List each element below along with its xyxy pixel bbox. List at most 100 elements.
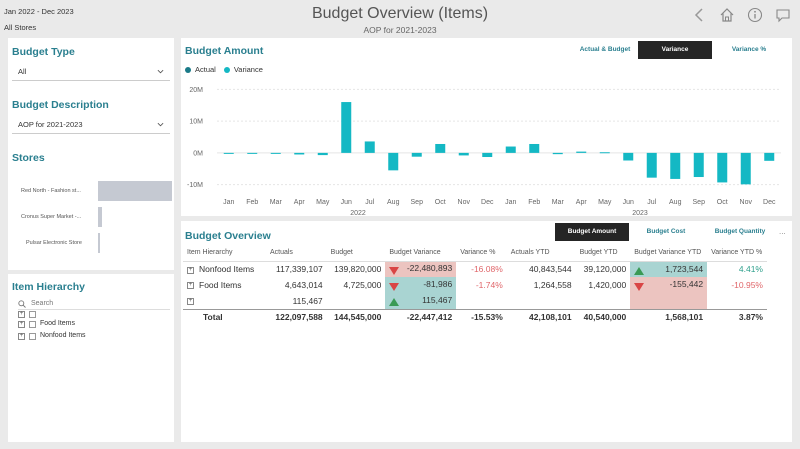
store-bar-row[interactable]: Pulsar Electronic Store: [8, 232, 174, 254]
variance-bar[interactable]: [670, 152, 681, 179]
budget-overview-panel: Budget Overview Budget Amount Budget Cos…: [181, 221, 792, 442]
tab-budget-cost[interactable]: Budget Cost: [646, 228, 686, 235]
x-tick-label: Mar: [270, 199, 283, 206]
more-options-icon[interactable]: ...: [779, 227, 786, 236]
store-bar[interactable]: [98, 233, 100, 253]
variance-bar[interactable]: [482, 152, 493, 158]
tab-variance[interactable]: Variance: [638, 41, 712, 59]
column-header[interactable]: Budget YTD: [575, 245, 631, 262]
tab-budget-amount[interactable]: Budget Amount: [555, 223, 629, 241]
cell-budget-ytd: [576, 293, 631, 309]
column-header[interactable]: Actuals YTD: [506, 245, 576, 262]
column-header[interactable]: Actuals: [265, 245, 327, 262]
search-box[interactable]: Search: [18, 298, 170, 310]
variance-bar[interactable]: [364, 141, 375, 153]
budget-description-dropdown[interactable]: AOP for 2021-2023: [12, 116, 170, 134]
stores-panel: Stores Red North - Fashion st... Cronus …: [8, 146, 174, 270]
x-tick-label: Nov: [458, 199, 471, 206]
checkbox[interactable]: [29, 311, 36, 318]
variance-bar[interactable]: [317, 152, 328, 156]
expand-icon[interactable]: +: [18, 311, 25, 318]
cell-variance: -81,986: [385, 277, 457, 293]
cell-actuals-ytd: 1,264,558: [533, 280, 572, 290]
cell-variance-value: 115,467: [422, 295, 453, 306]
comment-icon[interactable]: [774, 6, 792, 24]
variance-bar[interactable]: [529, 143, 540, 153]
cell-variance-ytd-pct: [707, 293, 767, 309]
home-icon[interactable]: [718, 6, 736, 24]
variance-bar[interactable]: [693, 152, 704, 178]
store-bar[interactable]: [98, 181, 172, 201]
cell-actuals: 4,643,014: [284, 280, 323, 290]
variance-bar[interactable]: [623, 152, 634, 161]
x-tick-label: Jan: [223, 199, 234, 206]
x-tick-label: Dec: [481, 199, 494, 206]
column-header[interactable]: Variance %: [456, 245, 507, 262]
variance-bar[interactable]: [764, 152, 775, 161]
variance-bar[interactable]: [270, 152, 281, 154]
column-header[interactable]: Budget: [326, 245, 386, 262]
back-arrow-icon[interactable]: [690, 6, 708, 24]
x-tick-label: May: [316, 199, 330, 206]
x-tick-label: Jun: [341, 199, 352, 206]
total-variance-ytd-pct: 3.87%: [707, 308, 767, 325]
info-icon[interactable]: [746, 6, 764, 24]
legend-variance-dot: [223, 66, 230, 73]
item-hierarchy-panel: Item Hierarchy Search + + Food Items + N…: [8, 274, 174, 442]
variance-bar[interactable]: [740, 152, 751, 185]
checkbox[interactable]: [29, 320, 36, 328]
variance-bar[interactable]: [294, 152, 305, 155]
item-hierarchy-label: Item Hierarchy: [12, 281, 85, 293]
variance-bar[interactable]: [576, 151, 587, 153]
column-header[interactable]: Budget Variance: [385, 245, 457, 262]
tree-item[interactable]: + Nonfood Items: [18, 330, 86, 342]
search-input[interactable]: Search: [31, 300, 54, 307]
x-tick-label: Jul: [365, 199, 374, 206]
y-tick-label: 0M: [193, 150, 203, 157]
store-bar-row[interactable]: Red North - Fashion st...: [8, 180, 174, 202]
tree-item[interactable]: +: [18, 311, 86, 318]
tab-budget-quantity[interactable]: Budget Quantity: [714, 228, 766, 235]
table-row[interactable]: + 115,467 115,467: [183, 293, 767, 309]
column-header[interactable]: Variance YTD %: [707, 245, 767, 262]
row-item: Nonfood Items: [199, 264, 255, 275]
variance-bar[interactable]: [411, 152, 422, 157]
x-tick-label: Mar: [552, 199, 565, 206]
table-row[interactable]: + Food Items 4,643,014 4,725,000 -81,986 …: [183, 277, 767, 293]
tree-item[interactable]: + Food Items: [18, 318, 86, 330]
expand-icon[interactable]: +: [187, 282, 194, 290]
chevron-down-icon: [157, 122, 164, 127]
tab-variance-percent[interactable]: Variance %: [731, 46, 767, 53]
table-row[interactable]: + Nonfood Items 117,339,107 139,820,000 -…: [183, 261, 767, 277]
date-range: Jan 2022 - Dec 2023: [4, 7, 74, 16]
tab-actual-budget[interactable]: Actual & Budget: [579, 46, 631, 53]
variance-bar[interactable]: [717, 152, 728, 183]
store-bar-row[interactable]: Cronus Super Market -...: [8, 206, 174, 228]
budget-type-dropdown[interactable]: All: [12, 63, 170, 81]
variance-bar[interactable]: [505, 146, 516, 153]
cell-budget: [327, 293, 386, 309]
cell-variance-pct: [456, 293, 507, 309]
budget-type-panel: Budget Type All: [8, 38, 174, 92]
expand-icon[interactable]: +: [187, 266, 194, 274]
variance-bar[interactable]: [552, 152, 563, 155]
expand-icon[interactable]: +: [187, 298, 194, 305]
variance-bar[interactable]: [458, 152, 469, 156]
stores-label: Stores: [12, 152, 45, 164]
column-header[interactable]: Item Hierarchy: [183, 245, 266, 262]
variance-bar[interactable]: [599, 152, 610, 154]
expand-icon[interactable]: +: [18, 320, 25, 328]
expand-icon[interactable]: +: [18, 332, 25, 340]
variance-bar[interactable]: [247, 152, 258, 154]
up-triangle-icon: [389, 298, 400, 307]
x-tick-label: Aug: [669, 199, 682, 206]
checkbox[interactable]: [29, 332, 36, 340]
cell-variance-pct: -16.08%: [471, 264, 503, 275]
variance-bar[interactable]: [646, 152, 657, 178]
variance-bar[interactable]: [435, 143, 446, 153]
variance-bar[interactable]: [223, 152, 234, 154]
column-header[interactable]: Budget Variance YTD: [630, 245, 708, 262]
store-bar[interactable]: [98, 207, 102, 227]
variance-bar[interactable]: [388, 152, 399, 171]
variance-bar[interactable]: [341, 102, 352, 153]
